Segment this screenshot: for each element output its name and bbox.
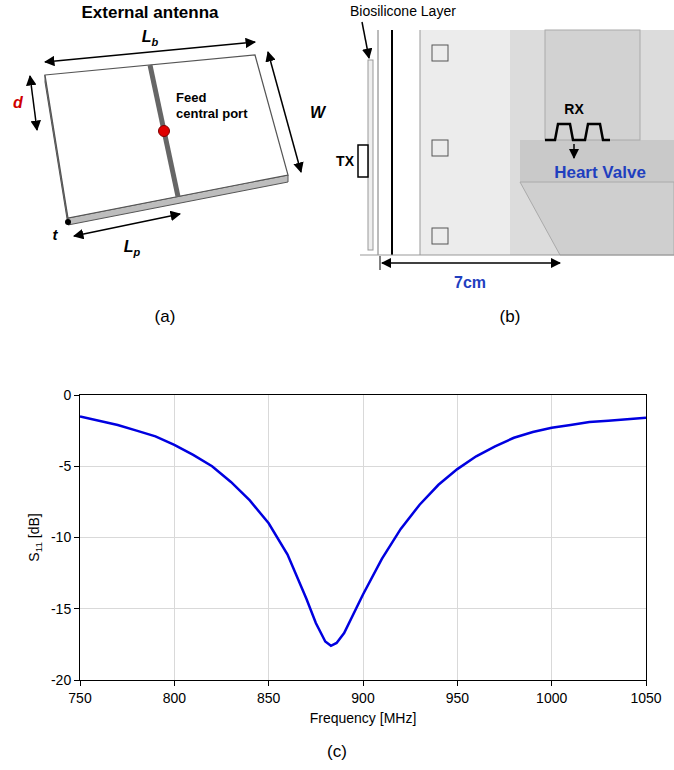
svg-text:-15: -15 [51,601,71,617]
svg-text:d: d [13,94,24,111]
svg-text:1050: 1050 [630,690,661,706]
svg-text:(b): (b) [500,307,521,326]
svg-text:0: 0 [63,387,71,403]
svg-text:750: 750 [68,690,92,706]
svg-text:Feed: Feed [176,90,206,105]
svg-text:7cm: 7cm [454,274,486,291]
svg-text:950: 950 [446,690,470,706]
svg-text:Lb: Lb [142,28,159,48]
svg-text:850: 850 [257,690,281,706]
svg-text:-10: -10 [51,529,71,545]
svg-text:800: 800 [163,690,187,706]
svg-text:RX: RX [564,101,584,117]
svg-text:-20: -20 [51,672,71,688]
svg-text:W: W [310,104,327,121]
svg-text:Biosilicone Layer: Biosilicone Layer [350,3,456,19]
svg-text:TX: TX [336,153,355,169]
html-text:(c): (c) [327,742,347,761]
svg-text:-5: -5 [59,458,72,474]
svg-text:Frequency [MHz]: Frequency [MHz] [310,710,417,726]
svg-text:(a): (a) [155,307,176,326]
svg-text:t: t [53,226,59,243]
svg-text:900: 900 [351,690,375,706]
svg-text:S​11​ [dB]: S​11​ [dB] [26,513,44,561]
svg-text:External antenna: External antenna [82,3,220,22]
svg-text:1000: 1000 [536,690,567,706]
svg-text:Lp: Lp [124,238,141,258]
svg-text:Heart Valve: Heart Valve [554,163,646,182]
svg-text:central port: central port [176,106,248,121]
